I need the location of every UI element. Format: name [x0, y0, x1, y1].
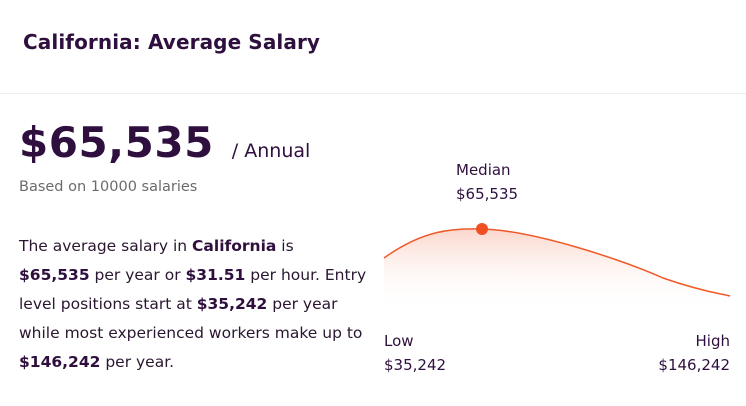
low-label: Low [384, 332, 414, 350]
description-text: per hour. Entry level positions start at [19, 266, 367, 313]
card-header: California: Average Salary [0, 0, 746, 94]
salary-description: The average salary in California is $65,… [19, 232, 369, 377]
salary-period: / Annual [231, 140, 311, 162]
description-text: The average salary in [19, 237, 193, 255]
description-text: per year or [89, 266, 186, 284]
distribution-curve [383, 228, 731, 297]
max-salary-value: $146,242 [19, 353, 101, 371]
sample-size-note: Based on 10000 salaries [19, 179, 198, 195]
page-title: California: Average Salary [23, 30, 321, 54]
description-text: is [276, 237, 294, 255]
location-name: California [192, 237, 277, 255]
description-text: per year while most experienced workers … [19, 295, 363, 342]
median-value: $65,535 [456, 185, 519, 203]
average-salary-value: $65,535 [19, 266, 90, 284]
distribution-curve-svg [383, 223, 731, 310]
average-salary-row: $65,535 / Annual [19, 118, 310, 167]
median-marker [476, 223, 488, 235]
entry-level-salary-value: $35,242 [196, 295, 268, 313]
low-value: $35,242 [384, 356, 447, 374]
hourly-rate-value: $31.51 [185, 266, 246, 284]
distribution-area [384, 228, 730, 310]
high-label: High [695, 332, 730, 350]
description-text: per year. [100, 353, 175, 371]
high-value: $146,242 [658, 356, 730, 374]
median-label: Median [456, 161, 511, 179]
salary-distribution-chart: Median $65,535 Low $35,242 High $146,242 [383, 150, 746, 380]
average-salary-amount: $65,535 [19, 118, 214, 167]
